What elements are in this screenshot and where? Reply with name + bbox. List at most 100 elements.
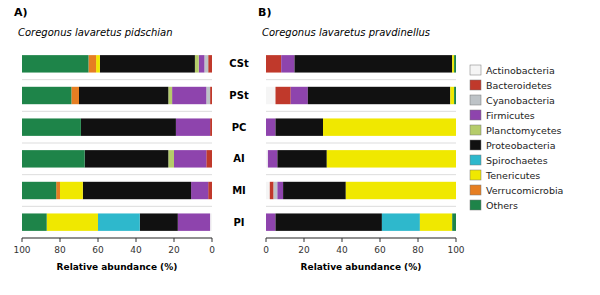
- legend-swatch: [470, 170, 481, 180]
- category-label: PI: [233, 217, 244, 228]
- bar-segment: [266, 213, 276, 230]
- grid-line: [266, 111, 456, 112]
- bar-segment: [140, 213, 178, 230]
- bar-segment: [81, 118, 176, 135]
- bar-segment: [60, 182, 83, 199]
- bar-segment: [206, 150, 212, 167]
- bar-segment: [274, 182, 278, 199]
- bar-segment: [174, 150, 206, 167]
- x-tick-label: 40: [130, 245, 142, 255]
- x-tick-label: 0: [263, 245, 269, 255]
- bar-segment: [47, 213, 98, 230]
- grid-line: [266, 206, 456, 207]
- bar-segment: [210, 213, 212, 230]
- legend-label: Bacteroidetes: [486, 80, 552, 91]
- bar-segment: [276, 213, 382, 230]
- category-label: PC: [232, 122, 247, 133]
- x-tick-label: 80: [412, 245, 424, 255]
- x-axis-label: Relative abundance (%): [301, 262, 422, 272]
- legend-label: Proteobacteria: [486, 140, 555, 151]
- panel: 020406080100Relative abundance (%)B)Core…: [258, 6, 465, 272]
- bar-segment: [277, 182, 283, 199]
- x-tick-label: 100: [447, 245, 464, 255]
- bar-segment: [204, 55, 208, 72]
- bar-segment: [283, 182, 346, 199]
- bar-segment: [168, 87, 172, 104]
- x-tick: [266, 238, 267, 242]
- bar-segment: [206, 87, 210, 104]
- bar-segment: [277, 150, 326, 167]
- x-tick-label: 60: [374, 245, 386, 255]
- bar-segment: [83, 182, 191, 199]
- bar-segment: [100, 55, 195, 72]
- bar-segment: [327, 150, 456, 167]
- bar-segment: [178, 213, 210, 230]
- grid-line: [266, 174, 456, 175]
- x-tick: [456, 238, 457, 242]
- legend: ActinobacteriaBacteroidetesCyanobacteria…: [470, 65, 563, 211]
- legend-label: Tenericutes: [485, 170, 540, 181]
- bar-segment: [456, 150, 457, 167]
- bar-segment: [79, 87, 168, 104]
- bar-segment: [168, 150, 174, 167]
- bar-segment: [452, 213, 456, 230]
- grid-line: [22, 143, 212, 144]
- bar-segment: [22, 213, 47, 230]
- grid-line: [22, 238, 212, 239]
- bar-segment: [420, 213, 452, 230]
- bar-segment: [98, 213, 140, 230]
- bars: [22, 55, 212, 231]
- legend-swatch: [470, 185, 481, 195]
- category-label: AI: [233, 153, 244, 164]
- bar-segment: [22, 87, 71, 104]
- legend-swatch: [470, 155, 481, 165]
- chart: 100 80 60 40 20 0 Relative abundance (%) A) Core…: [0, 0, 600, 295]
- x-tick-label: 20: [168, 245, 180, 255]
- x-tick: [304, 238, 305, 242]
- bar-segment: [191, 182, 208, 199]
- x-tick-label: 60: [92, 245, 104, 255]
- x-tick: [212, 238, 213, 242]
- bar-segment: [22, 182, 56, 199]
- grid-line: [22, 79, 212, 80]
- x-axis: [266, 238, 456, 239]
- title: Coregonus lavaretus pidschian: [18, 27, 173, 38]
- bar-segment: [276, 87, 291, 104]
- bar-segment: [454, 55, 456, 72]
- x-tick-label: 0: [209, 245, 215, 255]
- x-axis: [22, 238, 212, 239]
- legend-label: Firmicutes: [486, 110, 535, 121]
- bar-segment: [456, 118, 457, 135]
- bar-segment: [195, 55, 199, 72]
- bar-segment: [456, 150, 457, 167]
- x-tick: [136, 238, 137, 242]
- panel-label: A): [14, 6, 28, 19]
- bar-segment: [176, 118, 210, 135]
- grid-line: [22, 174, 212, 175]
- x-axis-label: Relative abundance (%): [57, 262, 178, 272]
- title: Coregonus lavaretus pravdinellus: [262, 27, 430, 38]
- bar-segment: [456, 182, 457, 199]
- bar-segment: [85, 150, 169, 167]
- legend-label: Verrucomicrobia: [486, 185, 563, 196]
- bar-segment: [89, 55, 97, 72]
- bar-segment: [266, 55, 281, 72]
- bar-segment: [199, 55, 205, 72]
- bar-segment: [266, 118, 276, 135]
- grid-line: [266, 143, 456, 144]
- legend-label: Others: [486, 200, 518, 211]
- bar-segment: [456, 118, 457, 135]
- bar-segment: [266, 87, 276, 104]
- bar-segment: [295, 55, 453, 72]
- bar-segment: [281, 55, 294, 72]
- category-label: PSt: [229, 90, 249, 101]
- legend-swatch: [470, 95, 481, 105]
- x-tick: [342, 238, 343, 242]
- x-tick-label: 20: [298, 245, 310, 255]
- grid-line: [266, 238, 456, 239]
- legend-label: Spirochaetes: [486, 155, 548, 166]
- bar-segment: [450, 87, 454, 104]
- legend-label: Cyanobacteria: [486, 95, 555, 106]
- bar-segment: [56, 182, 60, 199]
- panel-label: B): [258, 6, 271, 19]
